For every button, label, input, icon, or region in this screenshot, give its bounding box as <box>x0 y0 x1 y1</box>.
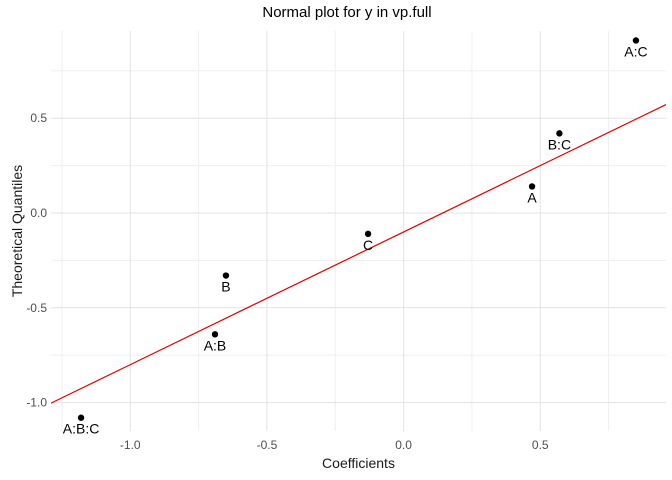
data-point <box>528 183 536 190</box>
data-point <box>556 130 563 137</box>
reference-line <box>50 104 667 404</box>
data-point <box>211 331 219 338</box>
y-tick-label: -0.5 <box>26 301 47 315</box>
y-tick-label: 0.0 <box>30 206 47 220</box>
point-label: A:B <box>204 337 227 353</box>
x-tick-label: 0.5 <box>532 438 549 452</box>
x-tick-label: -1.0 <box>120 438 141 452</box>
x-axis-title: Coefficients <box>322 455 395 471</box>
point-label: A <box>527 189 537 205</box>
point-label: B <box>221 279 230 295</box>
data-point <box>77 414 85 421</box>
point-label: C <box>363 237 373 253</box>
point-label: A:B:C <box>63 421 100 437</box>
x-tick-label: -0.5 <box>257 438 278 452</box>
data-point <box>364 230 372 238</box>
y-tick-label: 0.5 <box>30 111 47 125</box>
y-tick-label: -1.0 <box>26 396 47 410</box>
chart-title: Normal plot for y in vp.full <box>262 4 432 21</box>
x-tick-label: 0.0 <box>395 438 412 452</box>
data-point <box>222 272 230 279</box>
point-label: B:C <box>548 136 571 152</box>
point-label: A:C <box>624 43 647 59</box>
data-point <box>632 37 640 44</box>
